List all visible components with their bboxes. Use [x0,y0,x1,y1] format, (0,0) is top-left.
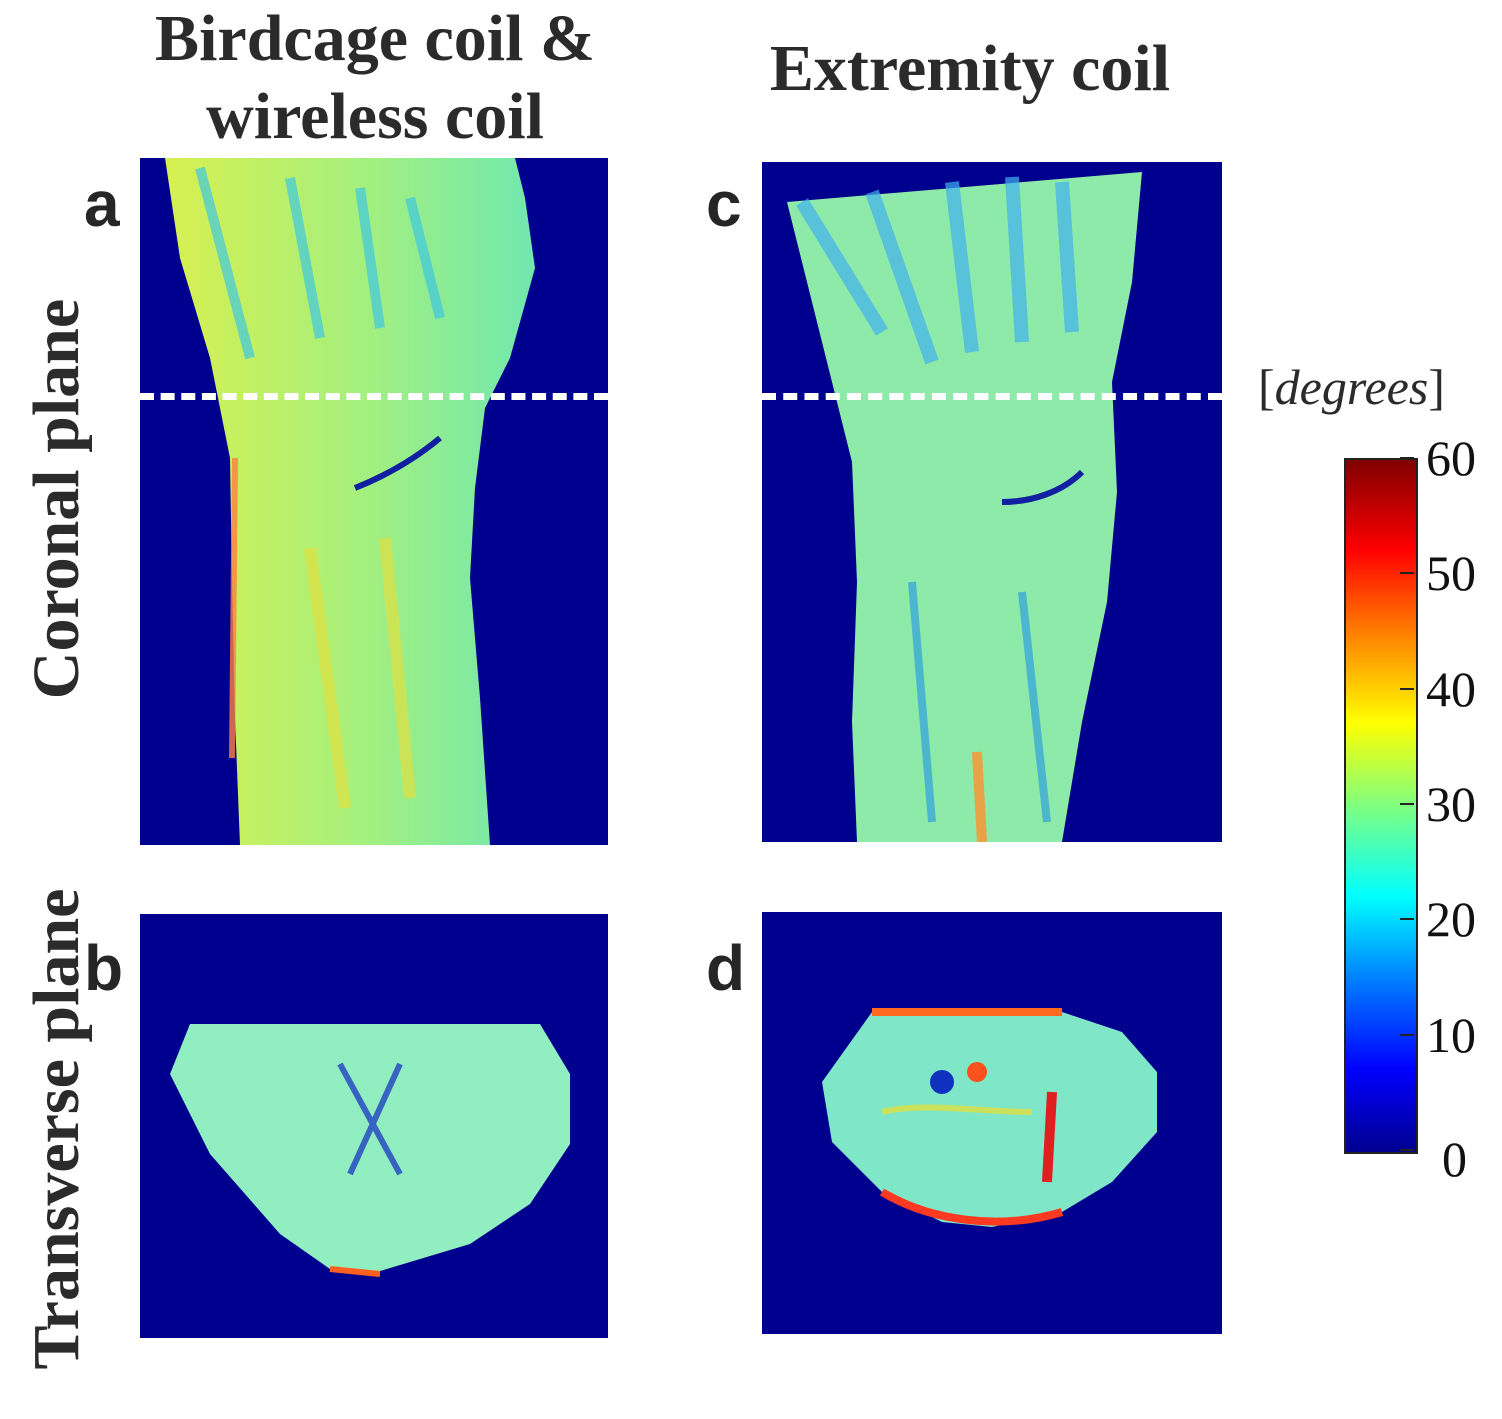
colorbar-tick-label: 60 [1426,430,1476,486]
colorbar-tick-mark [1400,572,1414,575]
panel-letter-c: c [706,168,742,240]
colorbar-tick-mark [1400,803,1414,805]
colorbar-tick-label: 30 [1426,776,1476,832]
colorbar [1344,458,1418,1154]
panel-letter-b: b [84,932,124,1004]
panel-c-coronal-map [762,162,1222,842]
column-title-left: Birdcage coil & wireless coil [100,0,650,156]
column-title-right: Extremity coil [769,32,1171,105]
column-title-left-line2: wireless coil [206,80,544,153]
colorbar-tick-mark [1400,687,1414,690]
slice-position-line-a [140,393,608,400]
colorbar-tick-mark [1400,1149,1414,1151]
colorbar-tick-label: 50 [1426,545,1476,602]
panel-letter-d: d [706,932,746,1004]
colorbar-tick-label: 20 [1426,891,1476,948]
colorbar-tick-mark [1400,457,1414,459]
slice-position-line-c [762,393,1222,400]
row-label-coronal: Coronal plane [20,298,93,700]
colorbar-tick-label: 40 [1426,660,1476,717]
panel-b-transverse-map [140,914,608,1338]
colorbar-tick-label: 0 [1442,1131,1467,1187]
colorbar-tick-mark [1400,918,1414,921]
panel-d-transverse-map [762,912,1222,1334]
row-label-transverse: Transverse plane [20,888,93,1370]
column-title-left-line1: Birdcage coil & [155,2,595,75]
colorbar-unit-label: [degrees] [1258,359,1445,415]
colorbar-tick-mark [1400,1033,1414,1036]
panel-a-coronal-map [140,158,608,845]
colorbar-tick-label: 10 [1426,1006,1476,1063]
panel-letter-a: a [84,168,120,240]
